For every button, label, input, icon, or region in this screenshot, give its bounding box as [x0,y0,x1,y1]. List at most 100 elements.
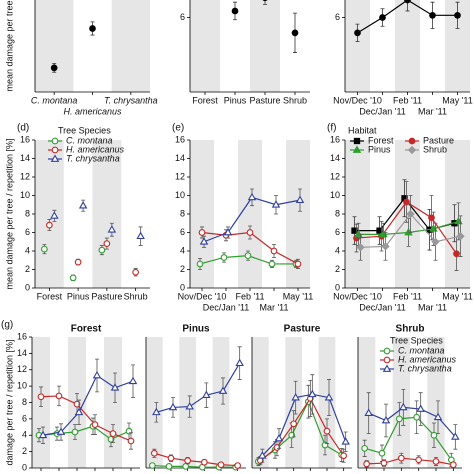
marker [107,225,117,233]
x-tick-label: T. chrysantha [104,95,158,105]
y-axis-label: mean damage per tree [4,0,14,91]
marker [456,232,465,241]
marker [356,243,365,252]
marker [198,229,206,236]
marker [152,407,161,416]
y-tick-label: 16 [17,331,27,341]
marker [148,462,156,469]
marker [185,401,194,410]
band [35,0,74,92]
y-tick-label: 2 [22,446,27,456]
legend-label: C. montana [398,345,445,355]
band [212,337,230,468]
marker [431,237,440,246]
legend-title: Habitat [348,125,377,135]
marker [404,0,411,4]
x-tick-label: Pinus [224,95,247,105]
marker [407,145,417,155]
marker [270,247,278,255]
marker [413,413,421,421]
marker [107,435,115,443]
y-tick-label: 16 [20,134,30,144]
marker [353,137,361,145]
marker [433,412,443,421]
error-bar [263,0,267,5]
marker [382,364,392,372]
y-tick-label: 12 [17,364,27,374]
marker [429,11,436,19]
marker [416,404,425,412]
band [35,140,64,288]
marker [246,229,254,236]
marker [109,430,117,437]
marker [380,459,388,467]
x-tick-label: May '11 [442,95,473,105]
panel-label: (e) [172,123,184,134]
marker [415,456,423,464]
marker [98,246,106,254]
x-tick-label: Dec/Jan '11 [359,302,406,312]
y-tick-label: 14 [20,153,30,163]
marker [403,198,410,206]
legend-label: H. americanus [398,354,457,364]
marker [395,415,403,423]
legend-label: Pinus [368,144,391,154]
y-tick-label: 6 [335,12,340,22]
marker [364,408,373,416]
marker [37,393,45,401]
band [318,337,336,468]
series-line [42,374,134,436]
y-tick-label: 0 [335,282,340,292]
marker [449,461,457,469]
marker [428,214,435,222]
marker [340,452,348,460]
y-tick-label: 6 [25,227,30,237]
y-tick-label: 14 [17,348,27,358]
band [252,337,269,468]
panel-label: (d) [17,123,29,134]
marker [381,242,390,251]
y-axis-label: damage per tree / repetition [%] [4,339,14,465]
x-tick-label: Forest [37,291,63,301]
marker [268,260,276,268]
band [179,337,196,468]
legend-label: Shrub [423,144,447,154]
band [395,0,420,92]
marker [150,449,158,457]
x-tick-label: H. americanus [63,106,122,116]
marker [51,137,59,145]
marker [379,14,386,21]
x-tick-label: Forest [192,95,218,105]
marker [290,420,298,428]
marker [376,227,383,234]
y-tick-label: 12 [330,171,340,181]
marker [217,461,225,469]
panel-title: Shrub [396,324,425,335]
band [345,140,370,288]
marker [454,11,461,19]
series-line [357,0,458,34]
marker [383,347,391,355]
x-tick-label: Feb '11 [393,291,422,301]
legend-title: Tree Species [390,335,443,345]
marker [69,274,77,282]
panel-title: Pinus [182,324,210,335]
marker [235,358,244,367]
marker [432,458,440,465]
panel-title: Pasture [284,324,321,335]
x-tick-label: May '11 [442,291,473,301]
marker [55,392,63,400]
legend-label: Forest [368,135,394,145]
marker [399,402,408,411]
marker [200,458,208,466]
series-line [368,406,456,438]
y-tick-label: 4 [25,245,30,255]
panel-title: Forest [71,324,102,335]
marker [202,390,211,398]
band [111,0,150,92]
marker [383,356,391,364]
marker [352,145,362,153]
band [238,140,262,288]
legend-label: H. americanus [66,144,125,154]
